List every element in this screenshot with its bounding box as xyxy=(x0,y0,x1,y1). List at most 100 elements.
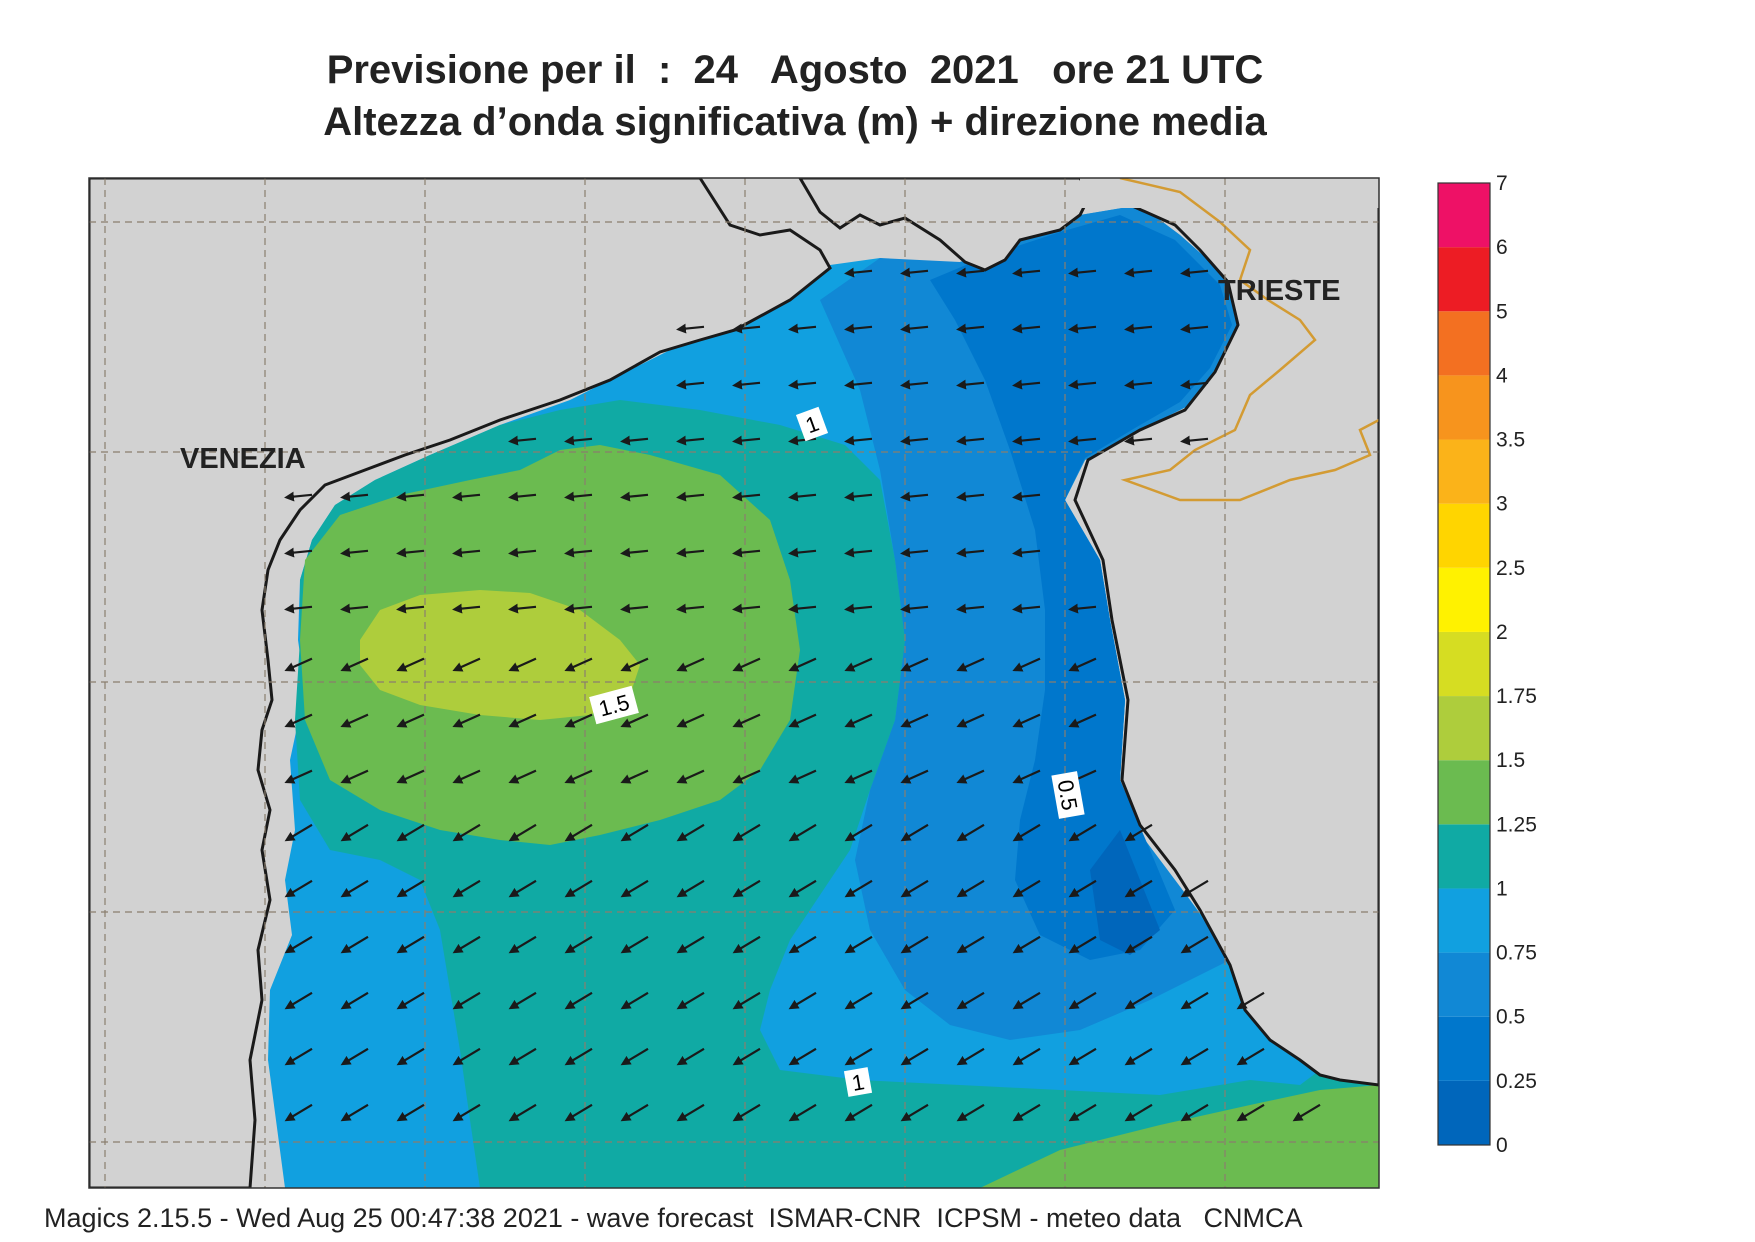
direction-arrow xyxy=(396,823,425,842)
direction-arrow xyxy=(732,435,761,446)
direction-arrow xyxy=(564,1047,593,1066)
direction-arrow xyxy=(956,935,985,954)
direction-arrow xyxy=(508,935,537,954)
direction-arrow xyxy=(1124,823,1153,842)
direction-arrow xyxy=(340,657,369,672)
legend-label: 2 xyxy=(1496,621,1508,644)
direction-arrow xyxy=(284,879,313,898)
direction-arrow xyxy=(844,769,873,784)
direction-arrow xyxy=(956,267,985,278)
direction-arrow xyxy=(452,1103,481,1122)
direction-arrow xyxy=(1236,1047,1265,1066)
direction-arrow xyxy=(620,603,649,614)
legend-label: 3 xyxy=(1496,493,1508,516)
direction-arrow xyxy=(900,991,929,1010)
direction-arrow xyxy=(452,491,481,502)
direction-arrow xyxy=(676,379,705,390)
direction-arrow xyxy=(396,603,425,614)
legend-label: 7 xyxy=(1496,172,1508,195)
direction-arrow xyxy=(1180,879,1209,898)
legend-swatch xyxy=(1438,888,1490,953)
direction-arrow xyxy=(284,547,313,558)
direction-arrow xyxy=(732,1103,761,1122)
direction-arrow xyxy=(900,769,929,784)
direction-arrow xyxy=(620,713,649,728)
direction-arrow xyxy=(452,823,481,842)
direction-arrow xyxy=(900,1103,929,1122)
direction-arrow xyxy=(1124,879,1153,898)
direction-arrow xyxy=(1012,435,1041,446)
direction-arrow xyxy=(788,769,817,784)
contour-label-0-5: 0.5 xyxy=(1051,771,1085,819)
direction-arrow xyxy=(732,991,761,1010)
direction-arrow xyxy=(676,1103,705,1122)
direction-arrow xyxy=(564,713,593,728)
color-legend: 0 0.25 0.5 0.75 1 1.25 1.5 1.75 2 2.5 3 3.5 4 5 6 7 xyxy=(1437,172,1537,1157)
direction-arrow xyxy=(956,991,985,1010)
direction-arrow xyxy=(1124,435,1153,446)
direction-arrow xyxy=(676,435,705,446)
land-west-coast xyxy=(89,178,832,1188)
svg-text:1: 1 xyxy=(850,1069,866,1096)
direction-arrow xyxy=(732,323,761,334)
direction-arrow xyxy=(676,603,705,614)
direction-arrow xyxy=(340,1103,369,1122)
legend-label: 1 xyxy=(1496,877,1508,900)
direction-arrow xyxy=(396,991,425,1010)
direction-arrow xyxy=(1012,879,1041,898)
legend-frame xyxy=(1437,182,1491,1146)
direction-arrow xyxy=(788,713,817,728)
direction-arrow xyxy=(620,1103,649,1122)
sea-band-025-050 xyxy=(930,215,1232,960)
direction-arrow xyxy=(1012,603,1041,614)
direction-arrow xyxy=(1068,823,1097,842)
direction-arrow xyxy=(396,1047,425,1066)
direction-arrow xyxy=(956,603,985,614)
direction-arrow xyxy=(844,1103,873,1122)
direction-arrow xyxy=(956,379,985,390)
direction-arrow xyxy=(676,323,705,334)
direction-arrow xyxy=(1068,879,1097,898)
direction-arrow xyxy=(676,991,705,1010)
legend-swatch xyxy=(1438,1080,1490,1145)
legend-label: 0.25 xyxy=(1496,1070,1537,1093)
direction-arrow xyxy=(900,267,929,278)
direction-arrow xyxy=(396,935,425,954)
direction-arrow xyxy=(1180,1103,1209,1122)
direction-arrow xyxy=(564,1103,593,1122)
direction-arrow xyxy=(508,991,537,1010)
direction-arrow xyxy=(732,1047,761,1066)
direction-arrow xyxy=(564,879,593,898)
direction-arrow xyxy=(340,823,369,842)
direction-arrow xyxy=(788,379,817,390)
national-border xyxy=(1119,178,1379,502)
direction-arrow xyxy=(284,491,313,502)
direction-arrow xyxy=(788,991,817,1010)
direction-arrow xyxy=(1012,547,1041,558)
direction-arrow xyxy=(1012,769,1041,784)
direction-arrow xyxy=(676,769,705,784)
direction-arrow xyxy=(508,547,537,558)
direction-arrow xyxy=(1124,935,1153,954)
direction-arrow xyxy=(1068,713,1097,728)
direction-arrow xyxy=(340,879,369,898)
direction-arrow xyxy=(620,547,649,558)
direction-arrow xyxy=(1180,435,1209,446)
direction-arrow xyxy=(620,435,649,446)
direction-arrow xyxy=(396,769,425,784)
direction-arrow xyxy=(508,603,537,614)
legend-swatch xyxy=(1438,696,1490,761)
direction-arrow xyxy=(956,713,985,728)
direction-arrow xyxy=(508,1047,537,1066)
legend-label: 4 xyxy=(1496,364,1508,387)
direction-arrow xyxy=(620,879,649,898)
legend-label: 5 xyxy=(1496,300,1508,323)
contour-label-1-bottom: 1 xyxy=(843,1067,873,1097)
direction-arrow xyxy=(284,713,313,728)
direction-arrow xyxy=(956,547,985,558)
direction-arrow xyxy=(284,1103,313,1122)
legend-label: 3.5 xyxy=(1496,429,1525,452)
direction-arrow xyxy=(564,935,593,954)
direction-arrow xyxy=(1068,1047,1097,1066)
